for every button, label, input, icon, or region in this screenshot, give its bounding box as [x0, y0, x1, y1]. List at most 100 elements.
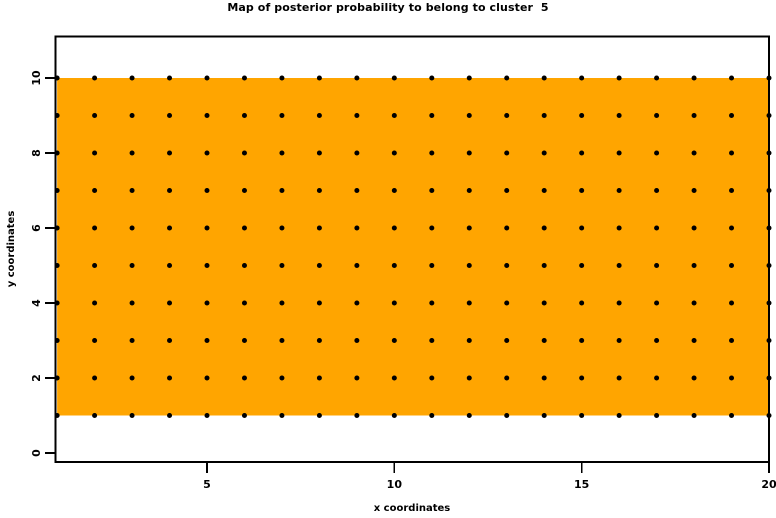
grid-point: [766, 300, 772, 306]
grid-point: [92, 188, 98, 193]
grid-point: [766, 375, 772, 381]
x-axis-tick-label: 15: [574, 478, 589, 491]
grid-point: [766, 413, 772, 418]
grid-point: [241, 338, 247, 343]
grid-point: [654, 338, 660, 343]
grid-point: [691, 375, 697, 381]
grid-point: [729, 300, 735, 306]
grid-point: [391, 225, 397, 231]
grid-point: [579, 338, 585, 343]
grid-point: [429, 113, 435, 118]
grid-point: [204, 300, 210, 306]
grid-point: [354, 225, 360, 231]
grid-point: [92, 300, 98, 306]
grid-point: [391, 375, 397, 381]
grid-point: [129, 113, 135, 118]
grid-point: [541, 300, 547, 306]
grid-point: [54, 225, 60, 231]
grid-point: [204, 113, 210, 118]
grid-point: [429, 263, 435, 268]
grid-point: [167, 263, 173, 268]
grid-point: [466, 113, 472, 118]
grid-point: [541, 188, 547, 193]
grid-point: [616, 375, 622, 381]
grid-point: [466, 375, 472, 381]
grid-point: [541, 113, 547, 118]
grid-point: [579, 375, 585, 381]
grid-point: [616, 113, 622, 118]
y-axis-tick-label: 10: [30, 70, 43, 86]
grid-point: [391, 300, 397, 306]
grid-point: [129, 225, 135, 231]
grid-point: [241, 113, 247, 118]
grid-point: [579, 225, 585, 231]
grid-point: [504, 300, 510, 306]
grid-point: [616, 188, 622, 193]
grid-point: [466, 75, 472, 81]
grid-point: [129, 75, 135, 81]
grid-point: [504, 188, 510, 193]
grid-point: [691, 188, 697, 193]
grid-point: [729, 188, 735, 193]
grid-point: [541, 75, 547, 81]
grid-point: [391, 188, 397, 193]
grid-point: [429, 413, 435, 418]
grid-point: [541, 150, 547, 156]
grid-point: [729, 263, 735, 268]
grid-point: [616, 263, 622, 268]
grid-point: [354, 413, 360, 418]
y-axis: 0 2 4 6 8 10: [30, 70, 59, 457]
grid-point: [129, 413, 135, 418]
grid-point: [204, 413, 210, 418]
x-axis-tick-label: 5: [203, 478, 211, 491]
grid-point: [391, 263, 397, 268]
grid-point: [54, 188, 60, 193]
grid-point: [429, 188, 435, 193]
plot-frame: [54, 35, 770, 463]
grid-point: [204, 263, 210, 268]
y-axis-tick-label: 2: [30, 374, 43, 382]
grid-point: [541, 375, 547, 381]
grid-point: [92, 375, 98, 381]
grid-point: [316, 225, 322, 231]
grid-point: [316, 300, 322, 306]
grid-point: [616, 75, 622, 81]
grid-point: [504, 263, 510, 268]
grid-point: [579, 413, 585, 418]
x-axis-label: x coordinates: [374, 503, 451, 514]
grid-point: [167, 338, 173, 343]
grid-point: [616, 225, 622, 231]
x-axis-tick-label: 20: [761, 478, 776, 491]
grid-point: [766, 263, 772, 268]
grid-point: [691, 338, 697, 343]
grid-point: [504, 375, 510, 381]
grid-point: [691, 75, 697, 81]
grid-point: [167, 375, 173, 381]
grid-point: [504, 113, 510, 118]
grid-point: [92, 338, 98, 343]
grid-point: [654, 225, 660, 231]
grid-point: [204, 338, 210, 343]
grid-point: [279, 225, 285, 231]
grid-point: [92, 263, 98, 268]
grid-point: [691, 300, 697, 306]
grid-point: [654, 263, 660, 268]
grid-point: [504, 413, 510, 418]
grid-point: [766, 188, 772, 193]
grid-point: [54, 263, 60, 268]
grid-point: [766, 75, 772, 81]
grid-point: [92, 75, 98, 81]
grid-point: [654, 188, 660, 193]
grid-point: [429, 150, 435, 156]
grid-point: [579, 75, 585, 81]
grid-point: [691, 113, 697, 118]
grid-point: [354, 300, 360, 306]
grid-point: [316, 75, 322, 81]
grid-point: [241, 150, 247, 156]
grid-point: [92, 113, 98, 118]
grid-point: [541, 413, 547, 418]
y-axis-tick-label: 4: [30, 299, 43, 307]
grid-point: [691, 413, 697, 418]
grid-point: [241, 75, 247, 81]
grid-point: [241, 413, 247, 418]
